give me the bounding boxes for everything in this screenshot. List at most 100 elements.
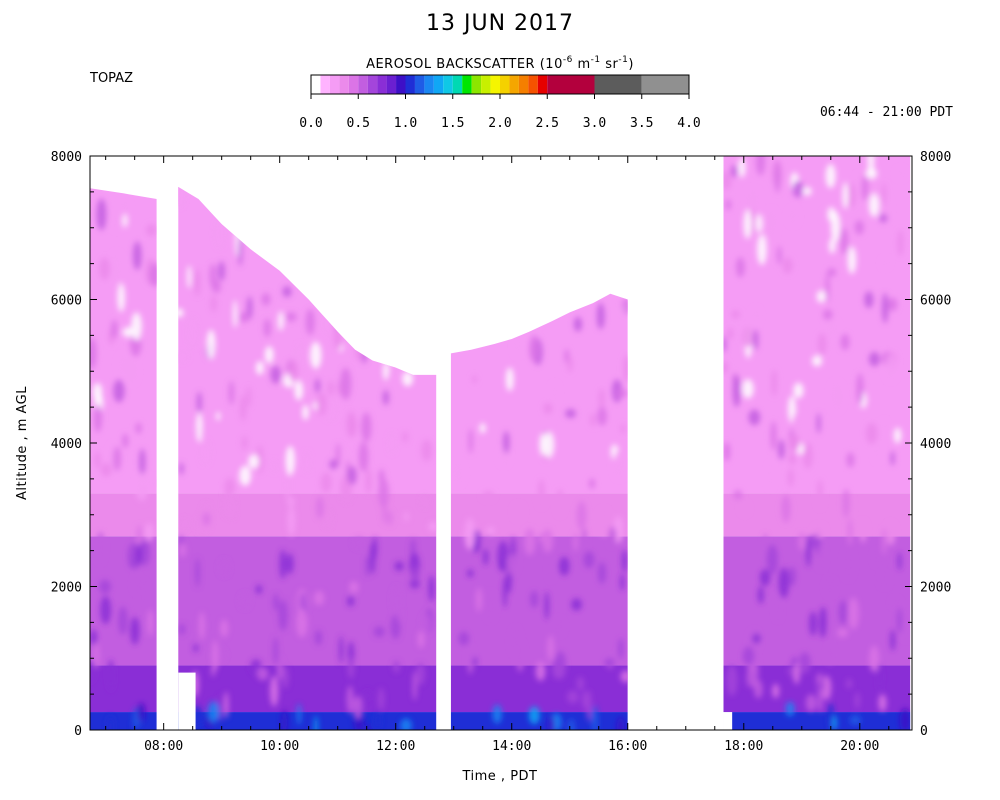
texture-blob <box>296 344 305 374</box>
texture-blob <box>325 403 337 420</box>
texture-blob <box>232 299 238 329</box>
texture-blob <box>748 409 761 426</box>
texture-blob <box>854 692 860 709</box>
texture-blob <box>139 448 146 476</box>
texture-blob <box>358 441 369 472</box>
texture-blob <box>816 673 822 685</box>
texture-blob <box>872 549 884 566</box>
texture-blob <box>849 715 862 726</box>
texture-blob <box>502 431 510 454</box>
texture-blob <box>277 311 284 331</box>
texture-blob <box>355 338 364 361</box>
texture-blob <box>571 598 582 611</box>
texture-blob <box>816 290 826 303</box>
texture-blob <box>386 190 395 221</box>
texture-blob <box>133 575 141 594</box>
texture-blob <box>410 230 418 260</box>
texture-blob <box>603 176 608 205</box>
texture-blob <box>471 157 476 180</box>
backscatter-layer <box>90 665 157 713</box>
texture-blob <box>310 341 322 369</box>
texture-blob <box>756 156 766 176</box>
texture-blob <box>128 361 138 383</box>
texture-blob <box>334 333 343 350</box>
texture-blob <box>270 365 281 384</box>
texture-blob <box>335 443 341 467</box>
texture-blob <box>252 161 262 173</box>
backscatter-texture <box>450 143 628 730</box>
texture-blob <box>865 422 878 444</box>
texture-blob <box>264 346 274 364</box>
data-segment <box>723 156 911 730</box>
texture-blob <box>149 161 156 178</box>
texture-blob <box>890 450 895 466</box>
texture-blob <box>281 666 289 689</box>
texture-blob <box>787 566 796 587</box>
texture-blob <box>220 619 229 638</box>
texture-blob <box>346 197 352 208</box>
texture-blob <box>137 702 146 723</box>
colorbar-swatch <box>490 75 500 94</box>
texture-blob <box>316 496 324 519</box>
texture-blob <box>381 268 386 278</box>
texture-blob <box>285 445 295 476</box>
texture-blob <box>361 412 372 442</box>
texture-blob <box>282 286 292 298</box>
texture-blob <box>621 549 628 573</box>
texture-blob <box>556 210 563 234</box>
texture-blob <box>735 257 745 278</box>
texture-blob <box>520 202 528 217</box>
texture-blob <box>246 296 253 320</box>
texture-blob <box>536 143 547 174</box>
texture-blob <box>752 329 759 350</box>
texture-blob <box>596 302 605 330</box>
colorbar-swatch <box>433 75 444 94</box>
texture-blob <box>314 630 323 646</box>
station-label: TOPAZ <box>89 71 133 86</box>
texture-blob <box>842 548 854 580</box>
colorbar-swatch <box>509 75 519 94</box>
texture-blob <box>533 309 542 327</box>
texture-blob <box>297 703 302 726</box>
chart-title: 13 JUN 2017 <box>426 11 574 36</box>
texture-blob <box>885 353 897 381</box>
texture-blob <box>178 352 189 362</box>
texture-blob <box>93 404 102 433</box>
texture-blob <box>523 528 536 556</box>
texture-blob <box>889 629 896 652</box>
colorbar-tick-label: 1.0 <box>394 116 417 131</box>
texture-blob <box>597 508 610 536</box>
texture-blob <box>90 629 98 646</box>
texture-blob <box>740 502 749 515</box>
texture-blob <box>329 459 338 470</box>
texture-blob <box>545 215 553 229</box>
texture-blob <box>178 186 185 208</box>
texture-blob <box>263 318 271 338</box>
texture-blob <box>113 213 121 231</box>
texture-blob <box>805 694 817 712</box>
texture-blob <box>279 549 287 580</box>
y-tick-label: 0 <box>74 724 82 739</box>
texture-blob <box>755 213 763 233</box>
texture-blob <box>617 638 624 660</box>
texture-blob <box>864 291 874 309</box>
texture-blob <box>620 573 625 591</box>
texture-blob <box>428 521 437 532</box>
texture-blob <box>99 257 110 281</box>
texture-blob <box>382 362 389 381</box>
texture-blob <box>122 433 129 448</box>
texture-blob <box>429 206 437 226</box>
texture-blob <box>492 704 502 724</box>
texture-blob <box>723 361 729 374</box>
colorbar-swatch <box>547 75 595 94</box>
colorbar-swatch <box>481 75 491 94</box>
texture-blob <box>248 170 258 183</box>
texture-blob <box>614 201 623 216</box>
texture-blob <box>346 685 354 714</box>
texture-blob <box>421 613 432 634</box>
texture-blob <box>620 423 626 434</box>
texture-blob <box>281 240 294 255</box>
texture-blob <box>868 351 880 367</box>
texture-blob <box>544 591 550 620</box>
texture-blob <box>886 522 896 546</box>
